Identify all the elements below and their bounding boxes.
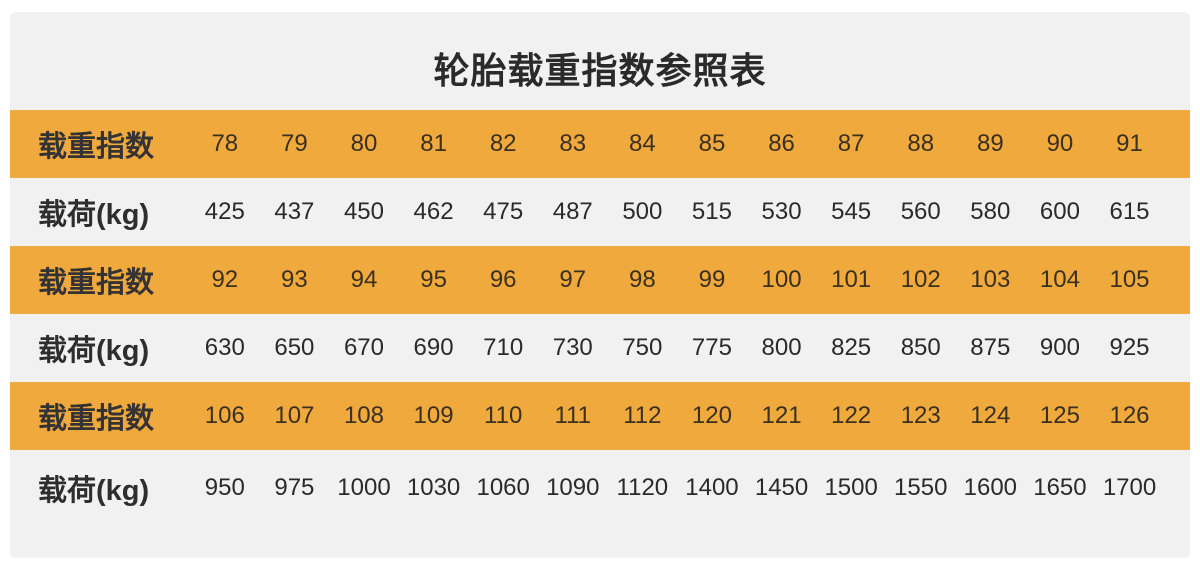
load-kg-cell: 825 — [831, 334, 872, 361]
load-index-cell: 84 — [629, 130, 656, 157]
load-kg-cell: 950 — [204, 474, 245, 501]
load-kg-cell: 1550 — [894, 474, 948, 501]
row-label: 载重指数 — [38, 267, 155, 299]
load-index-cell: 78 — [211, 130, 239, 157]
load-kg-cell: 487 — [552, 198, 593, 225]
load-index-table: 载重指数 78 79 80 81 82 83 84 85 86 87 88 89 90 91 载荷(kg) 42… — [10, 110, 1190, 526]
load-index-cell: 85 — [698, 130, 726, 157]
load-kg-cell: 800 — [761, 334, 802, 361]
row-label: 载荷(kg) — [38, 475, 150, 507]
load-index-cell: 91 — [1116, 130, 1143, 157]
load-index-cell: 96 — [489, 266, 517, 293]
load-index-cell: 90 — [1046, 130, 1074, 157]
load-index-card: 轮胎载重指数参照表 载重指数 78 79 80 81 82 83 84 85 86 87 88 89 90… — [10, 12, 1190, 558]
load-index-cell: 112 — [623, 402, 662, 429]
load-kg-cell: 1500 — [824, 474, 878, 501]
load-kg-cell: 690 — [413, 334, 454, 361]
load-index-cell: 111 — [554, 402, 591, 429]
load-index-cell: 124 — [970, 402, 1011, 429]
load-kg-cell: 530 — [761, 198, 802, 225]
load-index-cell: 122 — [831, 402, 872, 429]
load-index-cell: 105 — [1109, 266, 1150, 293]
load-kg-cell: 450 — [343, 198, 384, 225]
load-kg-cell: 500 — [622, 198, 663, 225]
load-kg-cell: 475 — [483, 198, 524, 225]
load-kg-cell: 1400 — [685, 474, 739, 501]
load-kg-cell: 1000 — [337, 474, 391, 501]
load-kg-row: 载荷(kg) 950 975 1000 1030 1060 1090 1120 1400 1450… — [10, 450, 1190, 526]
load-index-cell: 86 — [768, 130, 795, 157]
load-index-cell: 120 — [691, 402, 732, 429]
load-index-cell: 93 — [281, 266, 308, 293]
load-index-cell: 110 — [484, 402, 523, 429]
load-index-cell: 97 — [559, 266, 587, 293]
load-index-cell: 81 — [420, 130, 447, 157]
load-kg-cell: 1120 — [616, 474, 669, 501]
load-index-cell: 121 — [761, 402, 802, 429]
load-index-cell: 87 — [837, 130, 865, 157]
load-kg-cell: 462 — [413, 198, 454, 225]
load-index-cell: 92 — [211, 266, 239, 293]
load-index-cell: 123 — [900, 402, 941, 429]
load-kg-cell: 600 — [1039, 198, 1080, 225]
load-index-cell: 126 — [1109, 402, 1150, 429]
load-kg-row: 载荷(kg) 425 437 450 462 475 487 500 515 530 545 560 5… — [10, 178, 1190, 246]
load-kg-cell: 545 — [831, 198, 872, 225]
row-label: 载重指数 — [38, 131, 155, 163]
load-kg-cell: 1060 — [476, 474, 530, 501]
load-index-cell: 109 — [413, 402, 454, 429]
load-index-cell: 83 — [559, 130, 587, 157]
load-index-cell: 82 — [489, 130, 517, 157]
load-kg-cell: 775 — [691, 334, 732, 361]
load-index-cell: 100 — [761, 266, 802, 293]
load-index-cell: 125 — [1039, 402, 1080, 429]
load-index-row: 载重指数 92 93 94 95 96 97 98 99 100 101 102 103 104 105 — [10, 246, 1190, 314]
row-label: 载荷(kg) — [38, 335, 150, 367]
page-title: 轮胎载重指数参照表 — [433, 50, 767, 91]
load-index-cell: 94 — [350, 266, 378, 293]
load-index-cell: 108 — [343, 402, 384, 429]
load-kg-cell: 580 — [970, 198, 1011, 225]
load-index-cell: 101 — [831, 266, 872, 293]
load-kg-cell: 1450 — [754, 474, 809, 501]
load-index-cell: 88 — [907, 130, 935, 157]
load-index-cell: 99 — [698, 266, 726, 293]
load-kg-cell: 1650 — [1033, 474, 1087, 501]
load-index-cell: 95 — [420, 266, 447, 293]
load-kg-cell: 925 — [1109, 334, 1150, 361]
load-index-cell: 106 — [204, 402, 245, 429]
load-kg-cell: 710 — [483, 334, 524, 361]
load-kg-cell: 875 — [970, 334, 1011, 361]
load-kg-cell: 650 — [274, 334, 315, 361]
load-kg-cell: 560 — [900, 198, 941, 225]
load-kg-cell: 1090 — [546, 474, 600, 501]
load-index-cell: 104 — [1039, 266, 1080, 293]
load-kg-cell: 750 — [622, 334, 663, 361]
load-kg-cell: 900 — [1039, 334, 1080, 361]
load-kg-cell: 515 — [691, 198, 732, 225]
load-index-cell: 89 — [976, 130, 1004, 157]
load-kg-cell: 630 — [204, 334, 245, 361]
load-index-row: 载重指数 78 79 80 81 82 83 84 85 86 87 88 89 90 91 — [10, 110, 1190, 178]
load-kg-cell: 975 — [274, 474, 315, 501]
load-kg-row: 载荷(kg) 630 650 670 690 710 730 750 775 800 825 850 8… — [10, 314, 1190, 382]
load-kg-cell: 1700 — [1102, 474, 1157, 501]
load-kg-cell: 615 — [1109, 198, 1150, 225]
load-kg-cell: 1600 — [963, 474, 1018, 501]
load-kg-cell: 850 — [900, 334, 941, 361]
load-index-cell: 80 — [350, 130, 378, 157]
load-kg-cell: 670 — [343, 334, 384, 361]
row-label: 载荷(kg) — [38, 199, 150, 231]
load-index-cell: 98 — [629, 266, 656, 293]
load-kg-cell: 437 — [274, 198, 315, 225]
load-kg-cell: 1030 — [406, 474, 461, 501]
load-index-row: 载重指数 106 107 108 109 110 111 112 120 121 122 123 124… — [10, 382, 1190, 450]
row-label: 载重指数 — [38, 403, 155, 435]
load-index-cell: 107 — [274, 402, 315, 429]
load-kg-cell: 730 — [552, 334, 593, 361]
load-index-cell: 79 — [281, 130, 308, 157]
load-index-cell: 103 — [970, 266, 1011, 293]
load-index-cell: 102 — [900, 266, 941, 293]
load-kg-cell: 425 — [204, 198, 245, 225]
